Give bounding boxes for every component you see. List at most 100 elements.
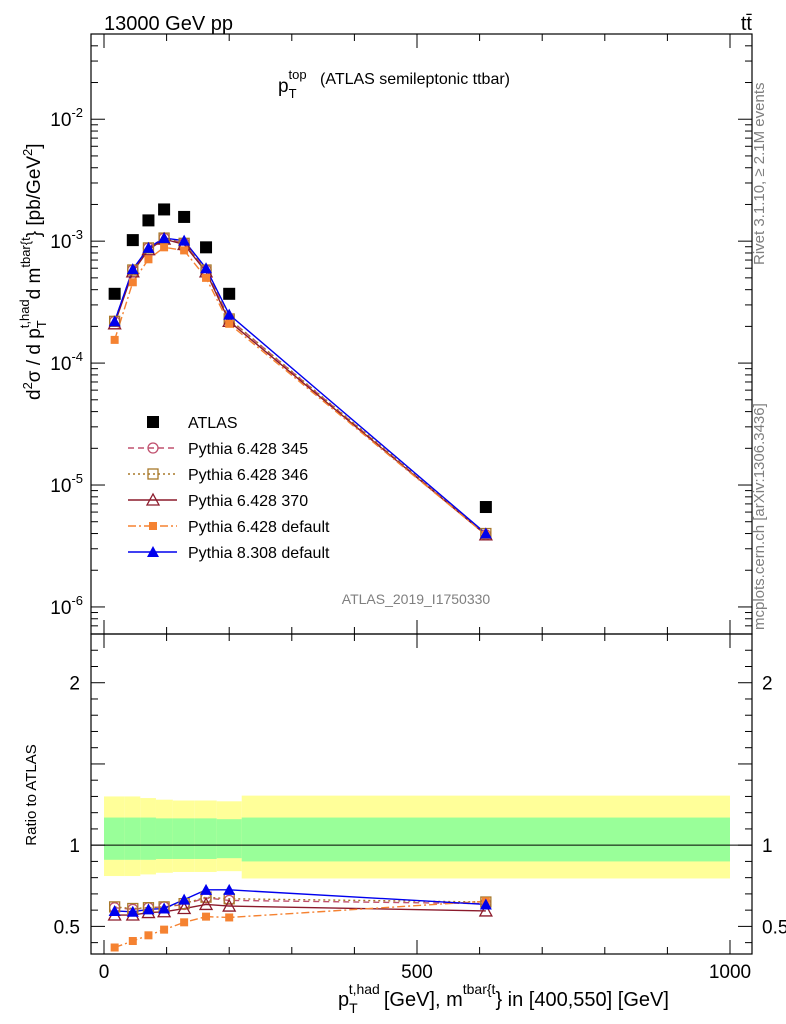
x-tick-label: 500 [401, 962, 433, 983]
y-tick-label: 10-4 [50, 349, 83, 375]
main-panel: 10-210-310-410-510-6 pTtop (ATLAS semile… [17, 33, 753, 635]
point-atlas-6 [223, 287, 236, 300]
legend: ATLAS Pythia 6.428 345 Pythia 6.428 346 Pyt… [128, 415, 330, 562]
x-tick-label: 1000 [709, 962, 751, 983]
ratio-point-pythia-6-428-default-2 [144, 931, 153, 940]
point-pythia-6-428-default-0 [110, 335, 119, 344]
legend-marker-pythia-6-428-346 [147, 468, 159, 480]
process-label: tt̄ [741, 13, 753, 35]
legend-marker-atlas [147, 416, 159, 428]
point-pythia-6-428-default-4 [180, 246, 189, 255]
ratio-point-pythia-8-308-default-1 [126, 905, 139, 917]
ratio-point-pythia-8-308-default-6 [223, 883, 236, 895]
ratio-point-pythia-8-308-default-2 [142, 903, 155, 915]
ratio-point-pythia-6-428-default-4 [180, 918, 189, 927]
ratio-point-pythia-6-428-default-0 [110, 943, 119, 952]
x-axis-label: pTt,had [GeV], mtbar{t} in [400,550] [GeV… [338, 981, 669, 1016]
ratio-y-label: Ratio to ATLAS [23, 744, 40, 845]
band-inner-1 [124, 817, 141, 860]
series-line-pythia-6-428-default [113, 246, 487, 536]
y-tick-exponent: -6 [71, 593, 83, 608]
point-pythia-6-428-default-6 [225, 319, 234, 328]
point-atlas-5 [200, 241, 213, 254]
rivet-label: Rivet 3.1.10, ≥ 2.1M events [751, 83, 768, 266]
ratio-frame [90, 633, 753, 955]
main-y-label: d2σ / d pTt,hadd mtbar{t} [pb/GeV2] [17, 143, 49, 400]
series-line-pythia-6-428-370 [113, 238, 487, 536]
point-pythia-8-308-default-6 [223, 308, 236, 320]
y-tick-base: 10 [50, 110, 71, 131]
ratio-point-pythia-8-308-default-7 [479, 898, 492, 910]
point-atlas-1 [126, 234, 139, 247]
ratio-point-pythia-6-428-default-3 [160, 925, 169, 934]
ratio-point-pythia-8-308-default-4 [178, 893, 191, 905]
band-inner-2 [140, 817, 156, 860]
ratio-panel: 0.5 0.5 1 1 2 2 0 500 1000 Ratio to ATLAS pTt,ha… [23, 633, 786, 1016]
point-pythia-6-428-default-3 [160, 243, 169, 252]
legend-marker-pythia-8-308-default [147, 546, 159, 557]
point-pythia-8-308-default-1 [126, 263, 139, 275]
mcplots-label: mcplots.cern.ch [arXiv:1306.3436] [751, 403, 768, 630]
y-tick-label: 10-6 [50, 593, 83, 619]
point-pythia-8-308-default-7 [479, 527, 492, 539]
y-tick-label: 10-5 [50, 471, 83, 497]
point-pythia-6-428-default-5 [202, 273, 211, 282]
ratio-line-pythia-6-428-default [114, 900, 486, 949]
point-atlas-0 [108, 287, 121, 300]
legend-label-pythia-6-428-345: Pythia 6.428 345 [188, 441, 308, 458]
ratio-y-tick-label-left: 2 [69, 674, 80, 695]
band-inner-6 [216, 819, 242, 859]
main-y-tick-labels: 10-210-310-410-510-6 [50, 105, 83, 619]
ratio-point-pythia-8-308-default-3 [158, 902, 171, 914]
y-tick-exponent: -5 [71, 471, 83, 486]
ratio-point-pythia-6-428-370-6 [222, 898, 237, 912]
y-tick-label: 10-3 [50, 227, 83, 253]
legend-label-pythia-6-428-default: Pythia 6.428 default [188, 519, 330, 536]
main-frame [90, 33, 753, 635]
title-rest: (ATLAS semileptonic ttbar) [320, 71, 510, 88]
ratio-line-pythia-6-428-346 [114, 896, 486, 910]
ratio-y-tick-label-right: 2 [762, 674, 773, 695]
ratio-y-tick-label-left: 0.5 [54, 917, 80, 938]
y-tick-exponent: -3 [71, 227, 83, 242]
x-tick-label: 0 [99, 962, 110, 983]
legend-marker-pythia-6-428-default [149, 522, 157, 530]
main-plot-area [107, 203, 493, 541]
title-main: p [278, 76, 289, 97]
ratio-y-tick-label-left: 1 [69, 836, 80, 857]
y-tick-exponent: -2 [71, 105, 83, 120]
point-pythia-8-308-default-5 [200, 262, 213, 274]
point-atlas-2 [142, 214, 155, 227]
ratio-point-pythia-6-428-default-5 [202, 912, 211, 921]
ratio-ticks [91, 634, 752, 954]
ratio-line-pythia-8-308-default [114, 889, 486, 913]
point-atlas-4 [178, 210, 191, 223]
point-atlas-3 [158, 203, 171, 216]
band-inner-7 [241, 817, 730, 862]
legend-marker-pythia-6-428-370 [145, 492, 161, 506]
title-sup: top [289, 67, 307, 82]
band-inner-0 [104, 817, 125, 860]
band-inner-5 [194, 818, 217, 859]
series-line-pythia-6-428-345 [113, 237, 487, 536]
plot-title: pTtop (ATLAS semileptonic ttbar) [278, 63, 510, 101]
point-pythia-8-308-default-4 [178, 234, 191, 246]
title-sub: T [289, 86, 297, 101]
legend-label-atlas: ATLAS [188, 415, 238, 432]
main-ticks [91, 33, 752, 635]
series-line-pythia-6-428-346 [113, 237, 487, 535]
ratio-point-pythia-6-428-default-6 [225, 913, 234, 922]
point-pythia-8-308-default-0 [108, 315, 121, 327]
analysis-watermark: ATLAS_2019_I1750330 [342, 591, 491, 607]
y-tick-exponent: -4 [71, 349, 83, 364]
y-tick-base: 10 [50, 232, 71, 253]
ratio-y-tick-label-right: 1 [762, 836, 773, 857]
point-pythia-6-428-default-2 [144, 255, 153, 264]
energy-label: 13000 GeV pp [104, 13, 233, 35]
legend-label-pythia-8-308-default: Pythia 8.308 default [188, 545, 330, 562]
point-atlas-7 [479, 501, 492, 514]
point-pythia-8-308-default-2 [142, 241, 155, 253]
ratio-point-pythia-6-428-default-1 [128, 937, 137, 946]
ratio-tick-labels: 0.5 0.5 1 1 2 2 0 500 1000 [54, 674, 786, 983]
